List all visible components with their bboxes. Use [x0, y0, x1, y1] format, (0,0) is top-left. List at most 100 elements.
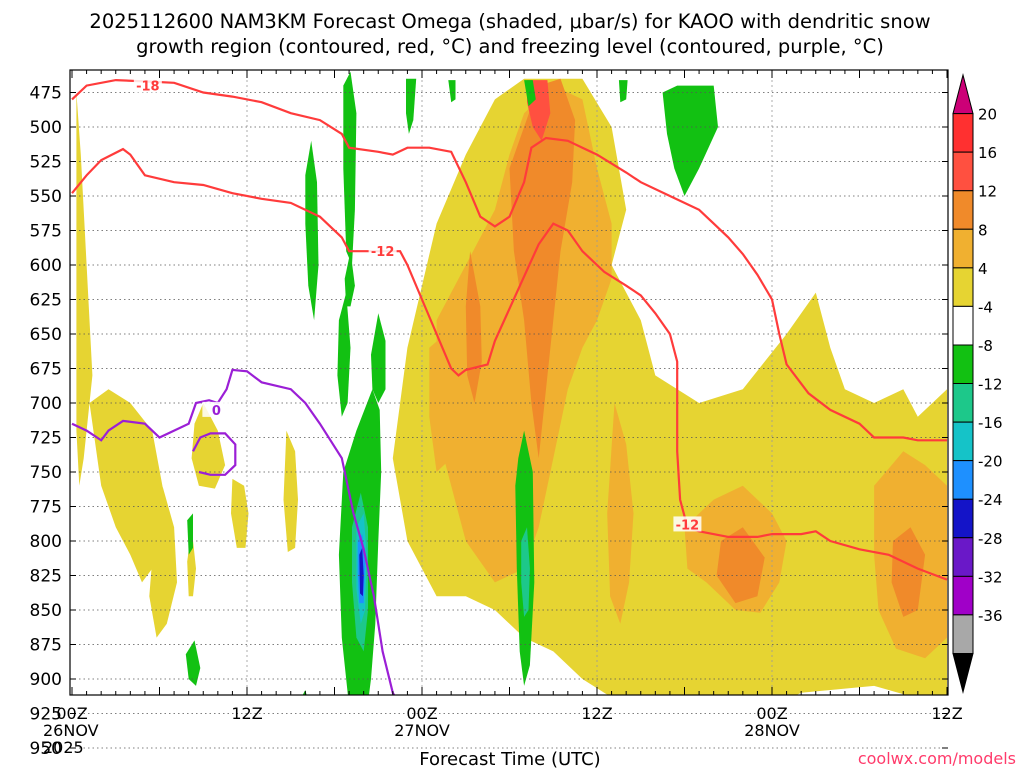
contours: -18 -12 -12 0 — [71, 77, 948, 695]
colorbar-label: 12 — [978, 183, 997, 201]
contour-line — [71, 368, 396, 695]
y-tick-label: 775 — [30, 498, 62, 518]
omega-region — [76, 92, 93, 486]
contour-label: 0 — [212, 404, 221, 419]
y-tick-label: 925 — [30, 705, 62, 725]
omega-region — [89, 389, 163, 583]
axes: 475 500 525 550 575 600 625 650 675 700 725 750 775 8… — [30, 69, 963, 759]
colorbar-label: -8 — [978, 337, 993, 355]
colorbar-bin — [952, 73, 974, 115]
omega-region — [191, 403, 226, 489]
colorbar-bin — [952, 652, 974, 694]
colorbar-label: -36 — [978, 607, 1003, 625]
omega-region — [187, 527, 196, 597]
colorbar-label: 8 — [978, 221, 988, 239]
watermark: coolwx.com/models — [858, 749, 1016, 768]
colorbar-bin — [952, 383, 974, 423]
colorbar-bin — [952, 421, 974, 462]
y-tick-label: 575 — [30, 222, 62, 242]
colorbar-bin — [952, 537, 974, 577]
contour-line — [192, 432, 237, 476]
omega-region — [465, 251, 482, 403]
y-tick-label: 700 — [30, 394, 62, 414]
colorbar-bin — [952, 267, 974, 307]
colorbar-bin — [952, 344, 974, 384]
omega-region — [187, 513, 193, 555]
colorbar-label: 4 — [978, 260, 988, 278]
contour-label-bg — [202, 401, 231, 417]
contour-label: -12 — [371, 245, 395, 260]
colorbar-label: -12 — [978, 376, 1003, 394]
y-tick-label: 950 — [30, 739, 62, 759]
omega-region — [436, 85, 612, 583]
omega-region — [149, 485, 177, 638]
contour-line — [71, 78, 947, 442]
y-tick-label: 900 — [30, 670, 62, 690]
contour-label: -12 — [676, 518, 700, 533]
colorbar-label: 16 — [978, 144, 997, 162]
y-tick-label: 500 — [30, 118, 62, 138]
y-tick-label: 750 — [30, 463, 62, 483]
colorbar-label: -28 — [978, 530, 1003, 548]
colorbar-bin — [952, 460, 974, 500]
colorbar-bin — [952, 305, 974, 346]
contour-label-bg — [133, 77, 162, 93]
omega-region — [302, 690, 307, 695]
y-tick-label: 850 — [30, 601, 62, 621]
x-tick-label: 28NOV — [744, 721, 800, 740]
contour-label: -18 — [136, 80, 160, 95]
y-tick-label: 875 — [30, 636, 62, 656]
x-tick-label: 26NOV — [43, 721, 99, 740]
colorbar-label: -16 — [978, 414, 1003, 432]
colorbar-bin — [952, 190, 974, 230]
omega-region — [231, 478, 249, 548]
colorbar-label: -4 — [978, 298, 993, 316]
x-tick-label: 27NOV — [394, 721, 450, 740]
omega-region — [337, 292, 351, 417]
y-tick-label: 600 — [30, 256, 62, 276]
x-tick-label: 00Z — [56, 704, 87, 723]
x-tick-label: 12Z — [231, 704, 262, 723]
omega-region — [662, 85, 718, 196]
x-tick-label: 00Z — [756, 704, 787, 723]
x-tick-label: 00Z — [406, 704, 437, 723]
y-tick-label: 825 — [30, 567, 62, 587]
colorbar-bin — [952, 614, 974, 654]
colorbar-bin — [952, 151, 974, 192]
chart-title-line2: growth region (contoured, red, °C) and f… — [136, 35, 884, 58]
omega-region — [305, 140, 319, 321]
colorbar-bin — [952, 228, 974, 269]
contour-label-bg — [368, 243, 397, 259]
grid — [70, 70, 948, 749]
colorbar-label: -20 — [978, 453, 1003, 471]
colorbar-label: -24 — [978, 491, 1003, 509]
y-tick-label: 800 — [30, 532, 62, 552]
colorbar-bin — [952, 575, 974, 616]
omega-region — [343, 71, 357, 265]
omega-region — [185, 640, 201, 686]
y-tick-label: 475 — [30, 84, 62, 104]
chart-title-line1: 2025112600 NAM3KM Forecast Omega (shaded… — [89, 10, 930, 33]
omega-region — [371, 313, 386, 403]
omega-region — [716, 527, 765, 604]
omega-region — [891, 527, 926, 617]
omega-region — [344, 251, 355, 307]
contour-label-bg — [673, 516, 702, 532]
x-tick-label: 12Z — [581, 704, 612, 723]
plot-area — [70, 70, 948, 695]
x-tick-label: 12Z — [931, 704, 962, 723]
colorbar: 20 16 12 8 4 -4 -8 -12 -16 -20 -24 -28 -32 -36 — [952, 73, 1003, 694]
y-tick-label: 525 — [30, 153, 62, 173]
contour-line — [71, 147, 948, 581]
omega-region — [283, 430, 298, 552]
omega-region — [618, 80, 628, 103]
colorbar-bin — [952, 113, 974, 153]
y-tick-label: 550 — [30, 187, 62, 207]
colorbar-bin — [952, 498, 974, 539]
omega-region — [521, 527, 530, 617]
colorbar-label: 20 — [978, 106, 997, 124]
colorbar-label: -32 — [978, 568, 1003, 586]
omega-region — [607, 403, 634, 624]
y-tick-label: 650 — [30, 325, 62, 345]
